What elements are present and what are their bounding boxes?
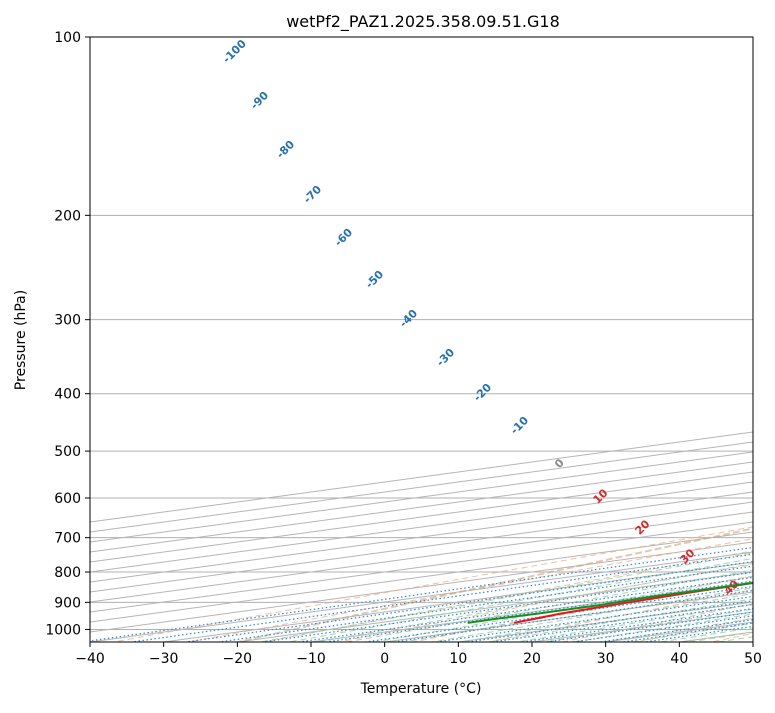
x-tick-label: −10 [296,651,326,667]
isotherm-line [0,24,775,654]
dry-adiabat-line [655,24,775,654]
x-tick-label: 20 [523,651,541,667]
isotherm-line [738,24,775,654]
dry-adiabat-line [49,24,775,654]
x-axis: −40 −30 −20 −10 0 10 20 30 40 50 [75,642,762,667]
mixing-ratio-line [353,451,775,654]
dry-adiabat-label: -50 [363,268,386,291]
moist-adiabat-label: 30 [678,546,698,566]
y-tick-label: 500 [54,444,81,460]
dry-adiabat-label: -80 [274,138,297,161]
moist-adiabat-line [525,24,775,654]
x-axis-label: Temperature (°C) [360,681,482,697]
isotherm-line [0,24,775,654]
isotherm-line [0,24,775,654]
dry-adiabat-label: -70 [301,183,324,206]
moist-adiabat-line [414,24,775,654]
isotherm-line [517,24,775,654]
isotherm-line [2,24,775,654]
x-tick-label: 0 [380,651,389,667]
x-tick-label: −30 [149,651,179,667]
y-tick-label: 100 [54,30,81,46]
mixing-ratio-line [242,451,775,654]
x-tick-label: 30 [597,651,615,667]
chart-grid [0,24,775,654]
y-tick-label: 600 [54,491,81,507]
dry-adiabat-label: -30 [434,346,457,369]
dry-adiabat-label: -40 [397,307,420,330]
temperature-profile [514,37,775,623]
moist-adiabat-label: 20 [633,517,653,537]
y-tick-label: 900 [54,595,81,611]
chart-title: wetPf2_PAZ1.2025.358.09.51.G18 [286,12,560,32]
y-axis-label: Pressure (hPa) [13,290,29,390]
isotherm-line [0,24,775,654]
dry-adiabat-label: -100 [220,37,249,66]
dry-adiabat-line [352,24,775,654]
isotherm-line [0,24,775,654]
x-tick-label: −20 [223,651,253,667]
dry-adiabat-label: -10 [508,414,531,437]
y-tick-label: 200 [54,208,81,224]
dry-adiabat-line [125,24,775,654]
dry-adiabat-label: -90 [248,89,271,112]
isotherm-line [0,24,775,654]
y-tick-label: 800 [54,565,81,581]
dry-adiabat-label: -60 [332,226,355,249]
isotherm-line [0,24,775,654]
isotherm-line [0,24,775,654]
isotherm-line [0,24,775,654]
y-tick-label: 1000 [45,622,81,638]
x-tick-label: 40 [670,651,688,667]
isotherm-line [0,24,775,654]
x-tick-label: 10 [449,651,467,667]
isotherm-line [0,24,775,654]
isotherm-line [0,24,775,654]
plot-frame [90,37,753,642]
isotherm-line [370,24,775,654]
y-tick-label: 400 [54,387,81,403]
y-tick-label: 700 [54,531,81,547]
y-tick-label: 300 [54,313,81,329]
moist-adiabat-line [359,24,775,654]
dry-adiabat-label: -20 [471,381,494,404]
moist-adiabat-line [553,24,775,654]
x-tick-label: −40 [75,651,105,667]
y-axis: 100 200 300 400 500 600 700 800 900 1000 [45,30,90,638]
x-tick-label: 50 [744,651,762,667]
moist-adiabat-line [497,24,775,654]
